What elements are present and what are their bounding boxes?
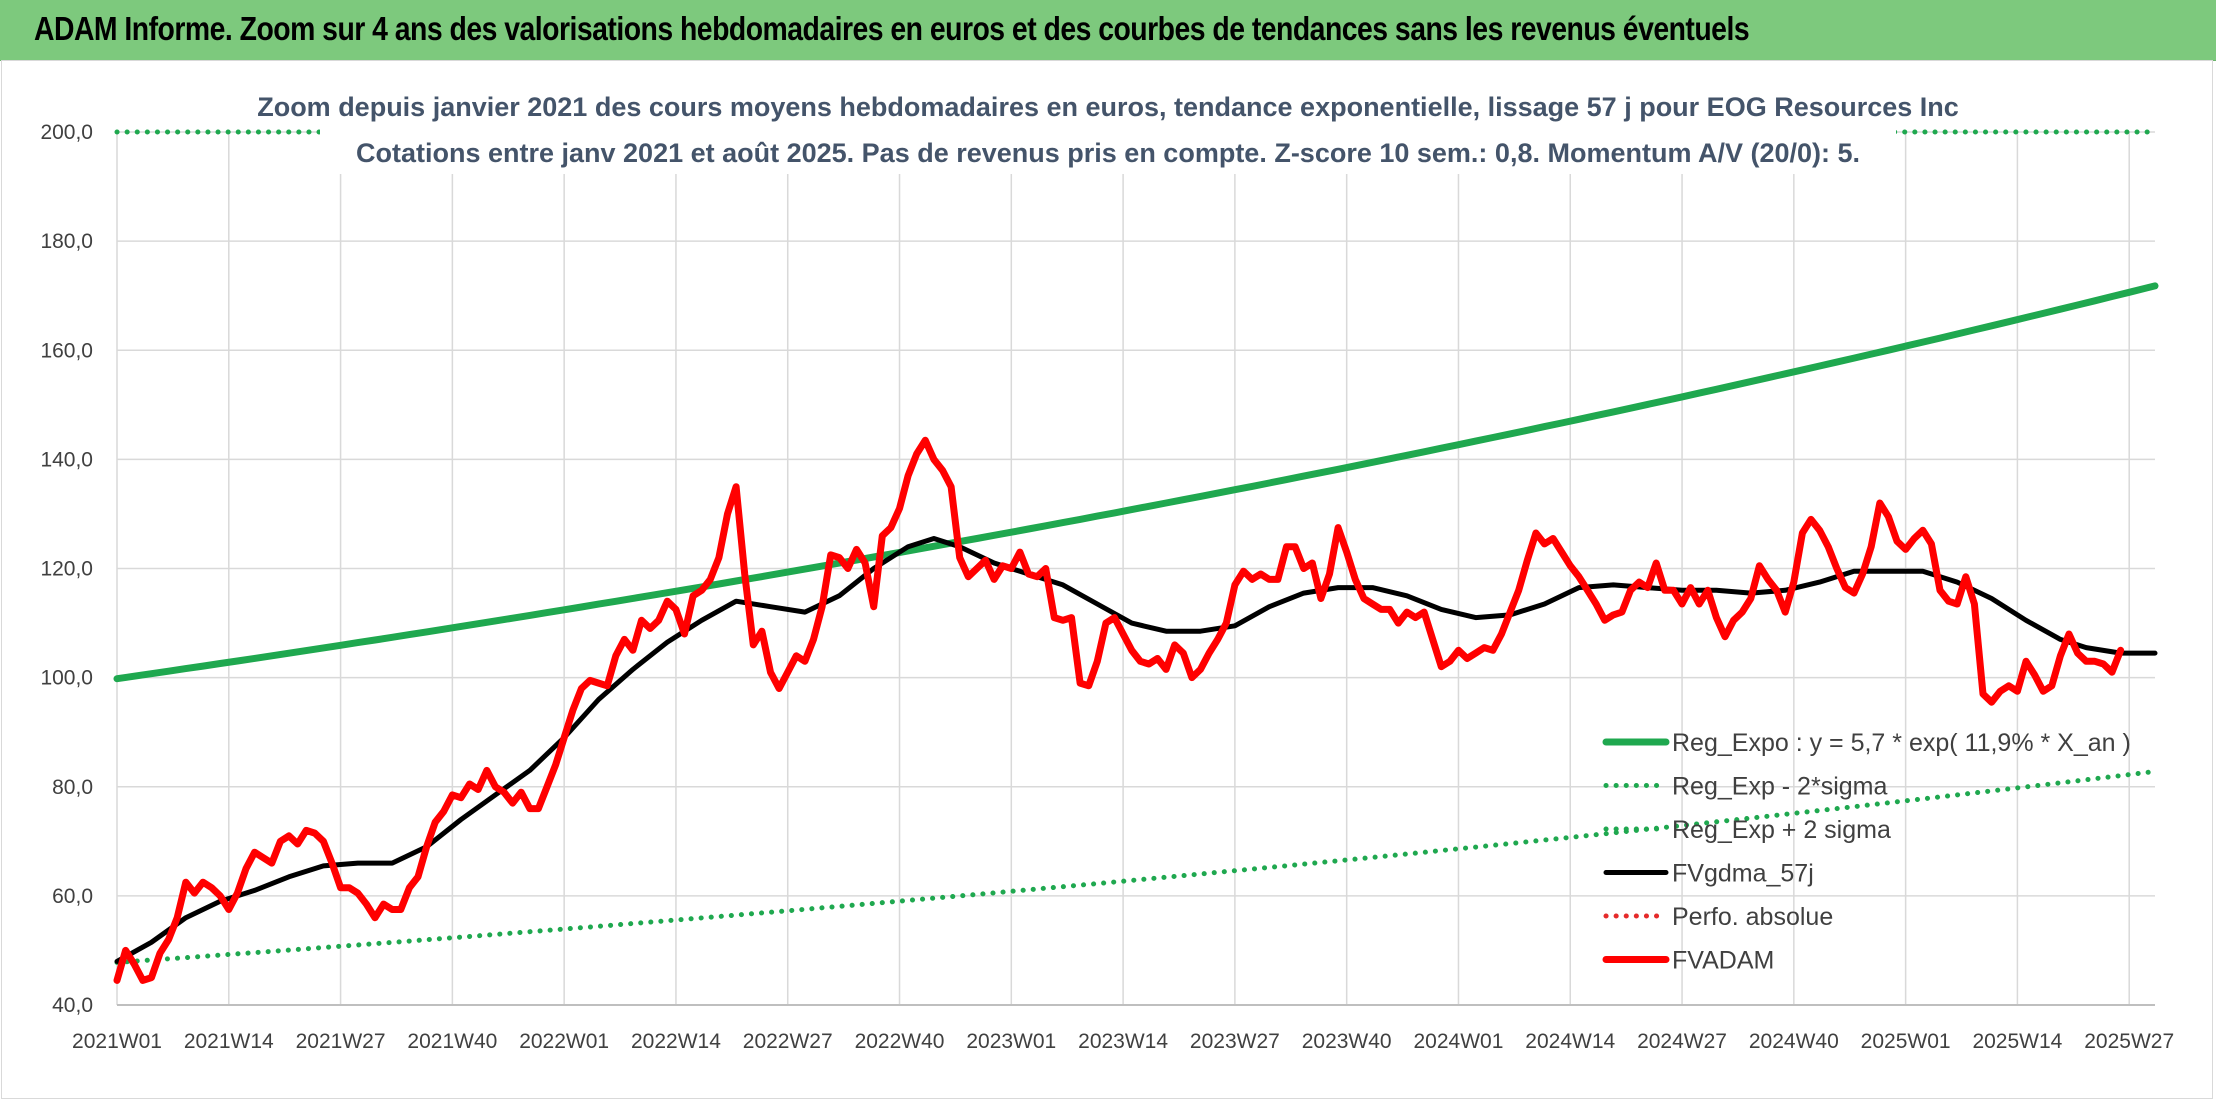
x-tick-label: 2022W40 <box>855 1030 945 1053</box>
series-layer <box>113 129 2159 984</box>
y-tick-label: 120,0 <box>40 558 93 581</box>
y-tick-label: 40,0 <box>52 994 93 1017</box>
x-tick-label: 2021W27 <box>296 1030 386 1053</box>
chart-grid <box>116 131 2155 1006</box>
x-tick-label: 2025W01 <box>1861 1030 1951 1053</box>
y-tick-label: 160,0 <box>40 339 93 362</box>
x-tick-label: 2022W01 <box>519 1030 609 1053</box>
y-tick-label: 80,0 <box>52 776 93 799</box>
x-tick-label: 2023W01 <box>966 1030 1056 1053</box>
x-tick-label: 2024W40 <box>1749 1030 1839 1053</box>
series-line-reg-expo-y-5-7-exp-11-9-x-an <box>113 282 2159 683</box>
legend-label: FVgdma_57j <box>1672 860 1814 888</box>
series-line-fvadam <box>113 436 2125 984</box>
x-tick-label: 2025W14 <box>1972 1030 2062 1053</box>
x-axis: 2021W01 2021W14 2021W27 2021W40 2022W01 2022W… <box>72 1030 2174 1053</box>
x-tick-label: 2022W14 <box>631 1030 721 1053</box>
x-tick-label: 2021W01 <box>72 1030 162 1053</box>
y-tick-label: 140,0 <box>40 448 93 471</box>
legend-label: Perfo. absolue <box>1672 903 1833 931</box>
x-tick-label: 2021W14 <box>184 1030 274 1053</box>
chart-title-background <box>320 76 1896 174</box>
x-tick-label: 2022W27 <box>743 1030 833 1053</box>
chart-frame <box>1 60 2213 1099</box>
report-banner: ADAM Informe. Zoom sur 4 ans des valoris… <box>0 0 2216 61</box>
legend-label: Reg_Exp - 2*sigma <box>1672 773 1887 801</box>
y-tick-label: 100,0 <box>40 667 93 690</box>
y-axis: 40,0 60,0 80,0 100,0 120,0 140,0 160,0 180,0 200… <box>40 121 93 1017</box>
x-tick-label: 2023W14 <box>1078 1030 1168 1053</box>
x-tick-label: 2023W27 <box>1190 1030 1280 1053</box>
x-tick-label: 2024W01 <box>1414 1030 1504 1053</box>
y-tick-label: 180,0 <box>40 230 93 253</box>
x-tick-label: 2025W27 <box>2084 1030 2174 1053</box>
x-tick-label: 2023W40 <box>1302 1030 1392 1053</box>
y-tick-label: 200,0 <box>40 121 93 144</box>
chart-title: Zoom depuis janvier 2021 des cours moyen… <box>257 92 1959 122</box>
x-tick-label: 2021W40 <box>407 1030 497 1053</box>
legend-label: Reg_Exp + 2 sigma <box>1672 816 1891 844</box>
series-line-reg-exp-2-sigma <box>114 769 2158 965</box>
chart-subtitle: Cotations entre janv 2021 et août 2025. … <box>356 138 1860 168</box>
x-tick-label: 2024W14 <box>1525 1030 1615 1053</box>
legend-label: FVADAM <box>1672 947 1774 975</box>
x-tick-label: 2024W27 <box>1637 1030 1727 1053</box>
series-line-fvgdma-57j <box>114 536 2158 964</box>
chart-legend: Reg_Expo : y = 5,7 * exp( 11,9% * X_an )… <box>1602 729 2131 975</box>
y-tick-label: 60,0 <box>52 885 93 908</box>
legend-label: Reg_Expo : y = 5,7 * exp( 11,9% * X_an ) <box>1672 729 2131 757</box>
report-title: ADAM Informe. Zoom sur 4 ans des valoris… <box>34 10 1750 47</box>
